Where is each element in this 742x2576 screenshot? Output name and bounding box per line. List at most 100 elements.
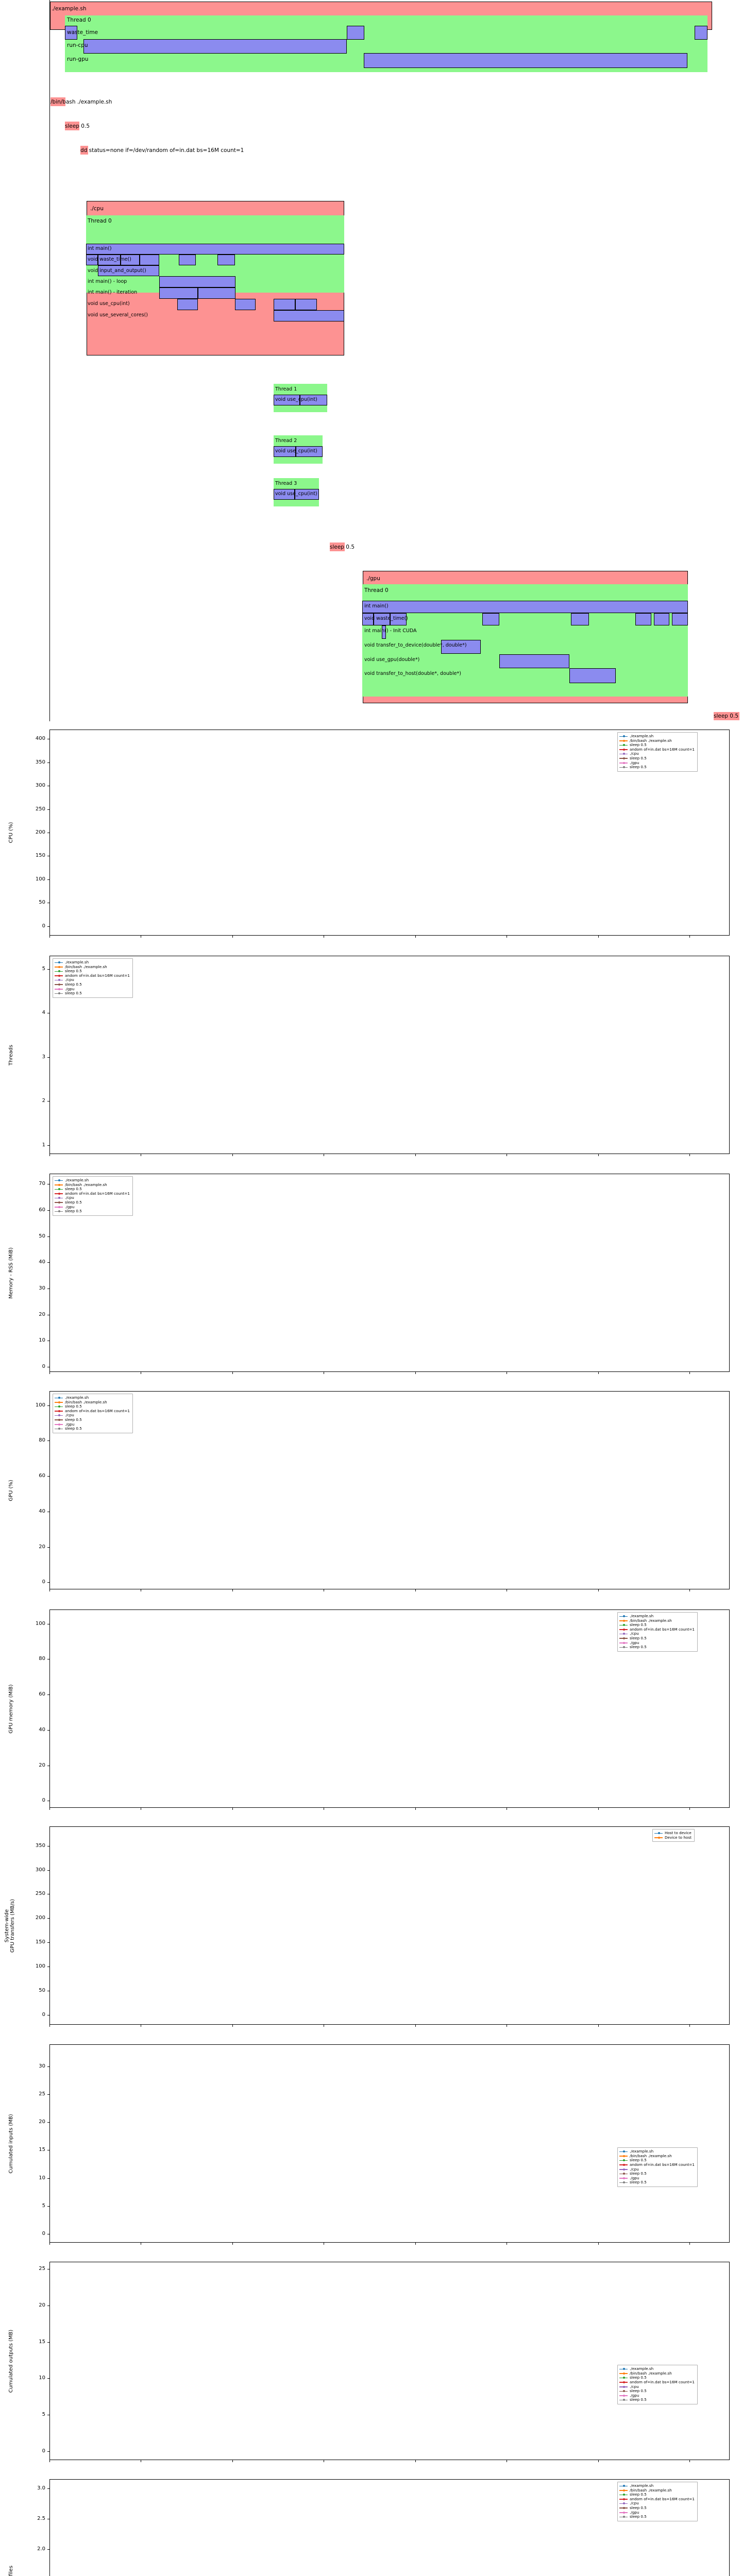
legend-item[interactable]: sleep 0.5 <box>619 743 695 748</box>
legend-item[interactable]: ./cpu <box>619 2501 695 2506</box>
fn-box-gpu-waste-time[interactable] <box>635 613 651 625</box>
fn-box-gpu-waste-time[interactable] <box>390 613 407 625</box>
chart-legend[interactable]: ./example.sh/bin/bash ./example.sh sleep … <box>617 2482 698 2521</box>
legend-item[interactable]: sleep 0.5 <box>55 969 130 974</box>
fn-box-cpu-main-iteration[interactable] <box>159 287 198 299</box>
legend-item[interactable]: andom of=in.dat bs=16M count=1 <box>55 1409 130 1414</box>
legend-item[interactable]: sleep 0.5 <box>619 765 695 770</box>
legend-item[interactable]: sleep 0.5 <box>619 1636 695 1641</box>
legend-item[interactable]: Host to device <box>654 1831 692 1836</box>
legend-item[interactable]: sleep 0.5 <box>55 1200 130 1205</box>
legend-item[interactable]: ./example.sh <box>55 1395 130 1400</box>
legend-item[interactable]: ./cpu <box>619 2384 695 2389</box>
legend-item[interactable]: andom of=in.dat bs=16M count=1 <box>619 2162 695 2167</box>
legend-item[interactable]: sleep 0.5 <box>619 2172 695 2176</box>
fn-box-gpu-waste-time[interactable] <box>362 613 374 625</box>
fn-box-gpu-init-cuda[interactable] <box>382 625 386 639</box>
chart-legend[interactable]: ./example.sh/bin/bash ./example.sh sleep … <box>617 2365 698 2404</box>
fn-box-gpu-waste-time[interactable] <box>672 613 688 625</box>
legend-item[interactable]: sleep 0.5 <box>619 756 695 761</box>
chart-legend[interactable]: ./example.sh/bin/bash ./example.sh sleep … <box>617 1612 698 1652</box>
fn-box-cpu-main[interactable] <box>86 244 344 255</box>
fn-box-cpu-thread1-use-cpu[interactable] <box>274 395 300 405</box>
legend-item[interactable]: ./gpu <box>619 1640 695 1646</box>
legend-item[interactable]: ./gpu <box>619 2510 695 2515</box>
fn-box-cpu-thread1-use-cpu[interactable] <box>300 395 327 405</box>
legend-item[interactable]: ./gpu <box>619 760 695 766</box>
legend-item[interactable]: ./cpu <box>55 1413 130 1418</box>
fn-box-cpu-main-loop[interactable] <box>159 276 235 287</box>
fn-box-gpu-waste-time[interactable] <box>571 613 589 625</box>
fn-box-waste-time[interactable] <box>695 26 707 40</box>
fn-box-gpu-transfer-to-device[interactable] <box>441 640 481 654</box>
legend-item[interactable]: ./cpu <box>619 1632 695 1636</box>
legend-item[interactable]: /bin/bash ./example.sh <box>619 2488 695 2493</box>
fn-box-cpu-waste-time[interactable] <box>217 255 235 265</box>
command-label-sleep-2[interactable]: sleep 0.5 <box>330 544 355 550</box>
fn-box-cpu-thread3-use-cpu[interactable] <box>295 489 319 500</box>
command-label-bash[interactable]: /bin/bash ./example.sh <box>50 99 112 105</box>
chart-legend[interactable]: ./example.sh/bin/bash ./example.sh sleep … <box>617 732 698 772</box>
chart-legend[interactable]: ./example.sh/bin/bash ./example.sh sleep … <box>53 1176 133 1216</box>
legend-item[interactable]: andom of=in.dat bs=16M count=1 <box>619 2497 695 2502</box>
fn-box-run-gpu[interactable] <box>364 53 687 68</box>
legend-item[interactable]: ./example.sh <box>619 2483 695 2488</box>
fn-box-gpu-use-gpu[interactable] <box>499 654 569 668</box>
fn-box-gpu-transfer-to-host[interactable] <box>569 668 616 683</box>
legend-item[interactable]: andom of=in.dat bs=16M count=1 <box>55 1191 130 1196</box>
legend-item[interactable]: /bin/bash ./example.sh <box>619 2154 695 2159</box>
legend-item[interactable]: /bin/bash ./example.sh <box>55 1400 130 1405</box>
legend-item[interactable]: /bin/bash ./example.sh <box>619 738 695 743</box>
fn-box-cpu-thread2-use-cpu[interactable] <box>274 446 296 457</box>
legend-item[interactable]: sleep 0.5 <box>55 982 130 987</box>
fn-box-cpu-use-cpu[interactable] <box>295 299 317 310</box>
legend-item[interactable]: ./example.sh <box>55 960 130 965</box>
fn-box-cpu-main-iteration[interactable] <box>198 287 235 299</box>
legend-item[interactable]: sleep 0.5 <box>55 991 130 996</box>
fn-box-waste-time[interactable] <box>347 26 364 40</box>
fn-box-gpu-waste-time[interactable] <box>654 613 669 625</box>
legend-item[interactable]: sleep 0.5 <box>619 2515 695 2519</box>
fn-box-cpu-waste-time[interactable] <box>121 255 140 265</box>
command-label-sleep-1[interactable]: sleep 0.5 <box>65 123 90 129</box>
fn-box-cpu-waste-time[interactable] <box>140 255 159 265</box>
legend-item[interactable]: andom of=in.dat bs=16M count=1 <box>619 747 695 752</box>
fn-box-cpu-use-several-cores[interactable] <box>274 310 344 321</box>
legend-item[interactable]: ./example.sh <box>619 2367 695 2371</box>
legend-item[interactable]: sleep 0.5 <box>619 2493 695 2497</box>
legend-item[interactable]: Device to host <box>654 1835 692 1840</box>
fn-box-cpu-waste-time[interactable] <box>86 255 98 265</box>
chart-legend[interactable]: ./example.sh/bin/bash ./example.sh sleep … <box>53 958 133 998</box>
legend-item[interactable]: ./example.sh <box>619 2149 695 2154</box>
legend-item[interactable]: ./gpu <box>55 1205 130 1210</box>
legend-item[interactable]: /bin/bash ./example.sh <box>55 1182 130 1188</box>
legend-item[interactable]: ./example.sh <box>55 1178 130 1183</box>
fn-box-cpu-input-output[interactable] <box>98 265 159 276</box>
legend-item[interactable]: sleep 0.5 <box>619 1623 695 1628</box>
chart-legend[interactable]: Host to device Device to host <box>652 1829 695 1842</box>
legend-item[interactable]: /bin/bash ./example.sh <box>55 964 130 970</box>
legend-item[interactable]: ./example.sh <box>619 734 695 739</box>
fn-box-cpu-use-cpu[interactable] <box>274 299 295 310</box>
legend-item[interactable]: sleep 0.5 <box>619 2376 695 2380</box>
chart-legend[interactable]: ./example.sh/bin/bash ./example.sh sleep … <box>617 2147 698 2187</box>
legend-item[interactable]: ./cpu <box>55 1196 130 1200</box>
legend-item[interactable]: /bin/bash ./example.sh <box>619 2371 695 2376</box>
fn-box-cpu-thread3-use-cpu[interactable] <box>274 489 295 500</box>
fn-box-run-cpu[interactable] <box>83 39 347 54</box>
legend-item[interactable]: sleep 0.5 <box>619 2398 695 2402</box>
fn-box-cpu-use-cpu[interactable] <box>177 299 198 310</box>
legend-item[interactable]: sleep 0.5 <box>619 2158 695 2163</box>
legend-item[interactable]: ./gpu <box>619 2176 695 2181</box>
legend-item[interactable]: sleep 0.5 <box>619 1645 695 1650</box>
legend-item[interactable]: andom of=in.dat bs=16M count=1 <box>619 2380 695 2385</box>
fn-box-cpu-waste-time[interactable] <box>179 255 196 265</box>
fn-box-gpu-waste-time[interactable] <box>374 613 390 625</box>
legend-item[interactable]: sleep 0.5 <box>619 2389 695 2394</box>
legend-item[interactable]: sleep 0.5 <box>55 1404 130 1409</box>
fn-box-cpu-use-cpu[interactable] <box>235 299 256 310</box>
legend-item[interactable]: ./cpu <box>619 2167 695 2172</box>
legend-item[interactable]: sleep 0.5 <box>55 1427 130 1431</box>
legend-item[interactable]: ./cpu <box>619 752 695 756</box>
legend-item[interactable]: ./gpu <box>55 1422 130 1427</box>
